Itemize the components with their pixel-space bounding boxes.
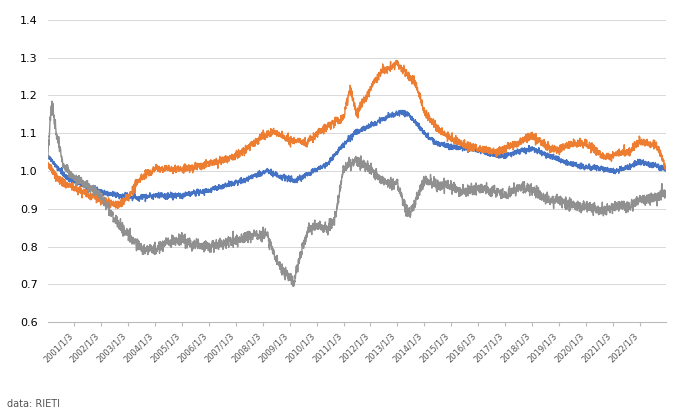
Line: euro/AMU: euro/AMU <box>48 101 666 287</box>
Line: U.S.$-euro/AMU: U.S.$-euro/AMU <box>48 110 666 202</box>
Text: data: RIETI: data: RIETI <box>7 399 60 409</box>
Line: U.S.$/AMU: U.S.$/AMU <box>48 61 666 209</box>
